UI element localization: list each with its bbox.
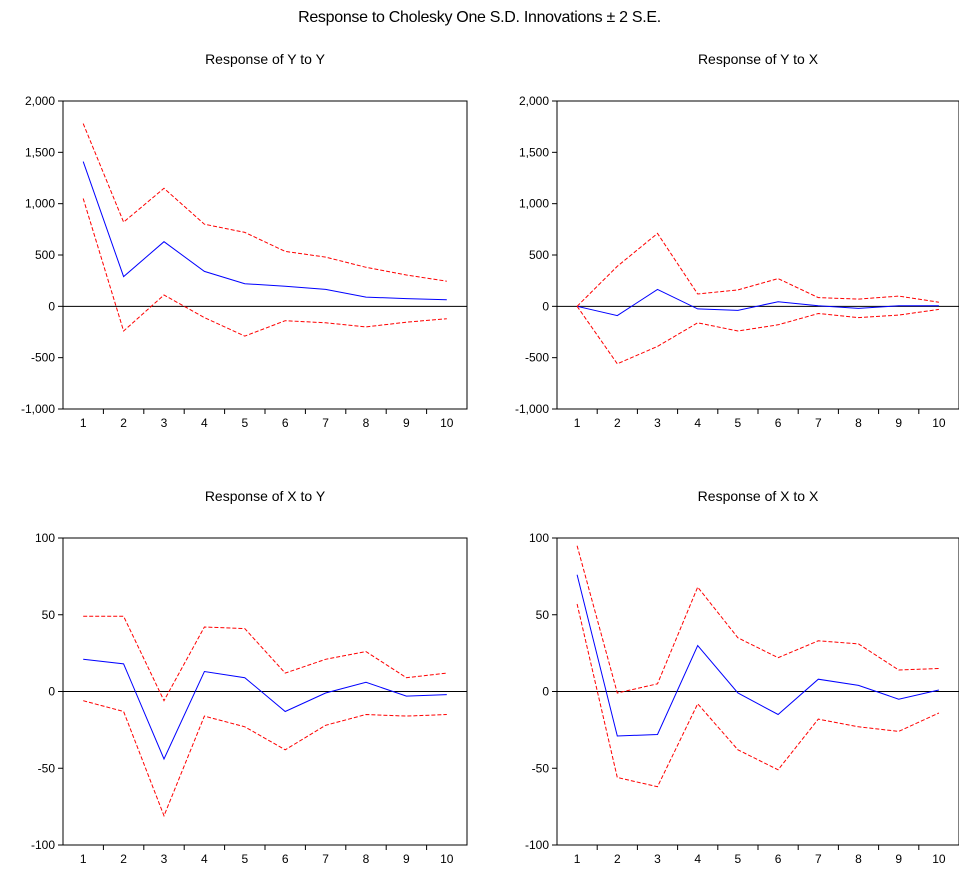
x-tick-label: 1: [80, 852, 87, 866]
x-tick-label: 2: [120, 416, 127, 430]
response-line: [576, 574, 940, 737]
band-lower-line: [576, 306, 939, 365]
x-tick-label: 10: [440, 416, 454, 430]
y-tick-label: 500: [35, 248, 55, 262]
x-tick-label: 8: [855, 416, 862, 430]
y-tick-label: 1,000: [25, 197, 55, 211]
y-tick-label: 2,000: [519, 94, 549, 108]
panel-title: Response of X to Y: [205, 488, 326, 504]
x-tick-label: 8: [363, 852, 370, 866]
band-lower-line: [83, 700, 447, 818]
x-tick-label: 10: [932, 852, 946, 866]
x-tick-label: 3: [654, 852, 661, 866]
x-tick-label: 1: [574, 852, 581, 866]
x-tick-label: 7: [322, 416, 329, 430]
x-tick-label: 10: [440, 852, 454, 866]
x-tick-label: 7: [815, 416, 822, 430]
x-tick-label: 8: [855, 852, 862, 866]
y-tick-label: 1,000: [519, 197, 549, 211]
x-tick-label: 5: [241, 416, 248, 430]
y-tick-label: 500: [529, 248, 549, 262]
x-tick-label: 4: [694, 852, 701, 866]
x-tick-label: 2: [120, 852, 127, 866]
y-tick-label: -100: [31, 838, 55, 852]
y-tick-label: 100: [35, 531, 55, 545]
plot-frame: [556, 100, 959, 410]
x-tick-label: 8: [363, 416, 370, 430]
y-tick-label: -500: [31, 351, 55, 365]
y-tick-label: 50: [536, 608, 550, 622]
y-tick-label: 0: [542, 685, 549, 699]
y-tick-label: -100: [525, 838, 549, 852]
x-tick-label: 2: [614, 416, 621, 430]
x-tick-label: 5: [735, 416, 742, 430]
response-line: [82, 161, 447, 301]
panel-title: Response of X to X: [698, 488, 819, 504]
band-upper-line: [576, 232, 939, 307]
x-tick-label: 2: [614, 852, 621, 866]
x-tick-label: 6: [775, 416, 782, 430]
y-tick-label: -1,000: [21, 402, 55, 416]
y-tick-label: 50: [42, 608, 56, 622]
x-tick-label: 5: [241, 852, 248, 866]
x-tick-label: 9: [403, 852, 410, 866]
x-tick-label: 4: [201, 852, 208, 866]
x-tick-label: 10: [932, 416, 946, 430]
band-lower-line: [82, 198, 447, 337]
y-tick-label: 2,000: [25, 94, 55, 108]
panel-response-x-to-x: Response of X to X -100 -50 0 50 100 1 2 3 4 5 6 7 8 9…: [525, 488, 959, 866]
y-tick-label: -50: [38, 761, 56, 775]
band-upper-line: [576, 545, 939, 694]
y-tick-label: 1,500: [519, 145, 549, 159]
response-line: [83, 658, 447, 761]
response-line: [576, 288, 939, 317]
x-tick-label: 9: [895, 416, 902, 430]
y-tick-label: 100: [529, 531, 549, 545]
x-tick-label: 6: [282, 416, 289, 430]
panel-title: Response of Y to X: [698, 51, 819, 67]
x-tick-label: 7: [322, 852, 329, 866]
x-tick-label: 9: [895, 852, 902, 866]
x-tick-label: 6: [775, 852, 782, 866]
panel-title: Response of Y to Y: [205, 51, 326, 67]
y-tick-label: 0: [48, 299, 55, 313]
y-tick-label: -500: [525, 351, 549, 365]
y-tick-label: -50: [532, 761, 550, 775]
x-tick-label: 3: [161, 416, 168, 430]
x-tick-label: 3: [161, 852, 168, 866]
x-tick-label: 7: [815, 852, 822, 866]
band-upper-line: [82, 123, 447, 282]
band-upper-line: [83, 615, 447, 702]
x-tick-label: 9: [403, 416, 410, 430]
band-lower-line: [576, 603, 940, 788]
x-tick-label: 3: [654, 416, 661, 430]
figure-title: Response to Cholesky One S.D. Innovation…: [298, 9, 661, 26]
y-tick-label: 0: [542, 299, 549, 313]
plot-frame: [62, 100, 468, 410]
x-tick-label: 6: [282, 852, 289, 866]
panel-response-y-to-x: Response of Y to X -1,000 -500 0 500 1,000 1,5…: [515, 51, 959, 430]
panel-response-y-to-y: Response of Y to Y -1,000 -500 0 500 1,000 1,5…: [21, 51, 468, 430]
y-tick-label: -1,000: [515, 402, 549, 416]
panel-response-x-to-y: Response of X to Y -100 -50 0 50 100 1 2 3 4 5 6 7 8 9…: [31, 488, 468, 866]
x-tick-label: 1: [574, 416, 581, 430]
x-tick-label: 4: [201, 416, 208, 430]
y-tick-label: 0: [48, 685, 55, 699]
y-tick-label: 1,500: [25, 145, 55, 159]
x-tick-label: 4: [694, 416, 701, 430]
x-tick-label: 5: [735, 852, 742, 866]
x-tick-label: 1: [80, 416, 87, 430]
